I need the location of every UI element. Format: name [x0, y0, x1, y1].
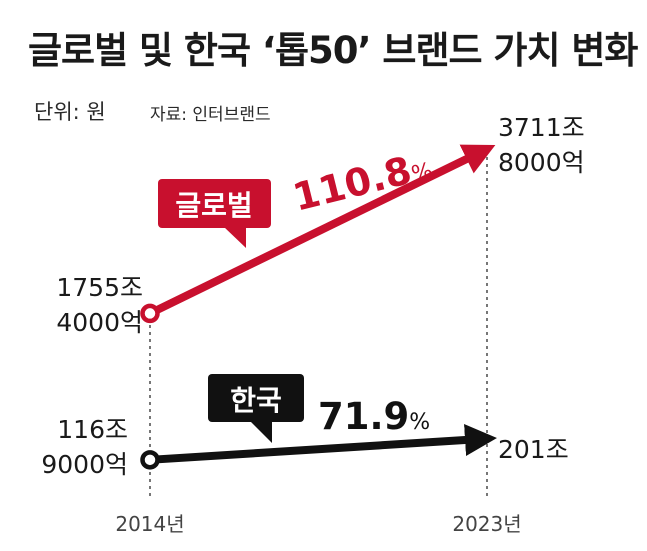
global-series-line [148, 144, 496, 318]
global-start-point [140, 303, 160, 324]
global-end-value-2: 8000억 [498, 148, 585, 177]
korea-start-point [140, 450, 160, 470]
global-callout: 글로벌 [158, 179, 271, 248]
korea-series-label: 한국 [230, 384, 282, 417]
chart-title: 글로벌 및 한국 ‘톱50’ 브랜드 가치 변화 [28, 29, 638, 72]
global-change-number: 110.8 [289, 148, 416, 220]
x-tick-2023: 2023년 [452, 512, 521, 536]
korea-end-value: 201조 [498, 435, 569, 464]
korea-series-line [149, 424, 497, 464]
unit-label: 단위: 원 [34, 100, 106, 124]
global-start-value-1: 1755조 [56, 273, 143, 302]
global-series-label: 글로벌 [175, 189, 252, 222]
global-end-value-1: 3711조 [498, 113, 585, 142]
global-change-unit: % [409, 158, 435, 187]
global-start-value-2: 4000억 [56, 308, 143, 337]
korea-start-value-2: 9000억 [41, 450, 128, 479]
korea-callout: 한국 [208, 374, 304, 443]
korea-change-number: 71.9 [318, 395, 409, 438]
x-tick-2014: 2014년 [115, 512, 184, 536]
korea-start-value-1: 116조 [57, 415, 128, 444]
source-label: 자료: 인터브랜드 [150, 105, 271, 125]
korea-change-label: 71.9% [318, 395, 430, 438]
korea-change-unit: % [409, 410, 430, 435]
